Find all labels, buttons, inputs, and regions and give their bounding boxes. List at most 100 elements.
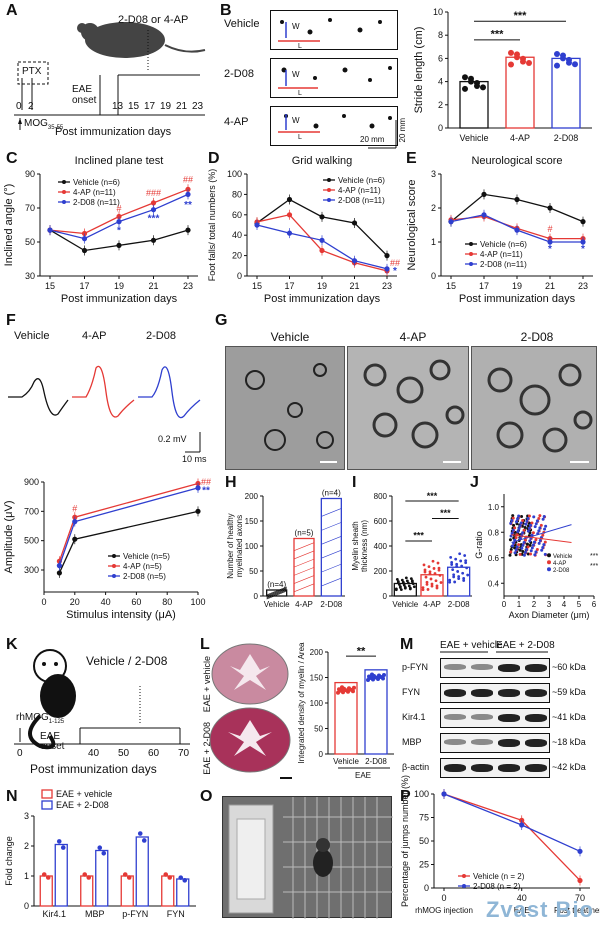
data-dot xyxy=(432,567,436,570)
eae-onset-label: EAE onset xyxy=(72,84,97,106)
scatter-point xyxy=(509,550,513,554)
panel-k: Vehicle / 2-D08 rhMOG1-125 EAE onset 0 4… xyxy=(0,636,200,786)
x-tick-label: 4-AP xyxy=(295,600,313,609)
legend-label: 2-D08 (n=11) xyxy=(73,198,120,207)
scatter-point xyxy=(513,551,517,555)
x-tick-label: 4-AP xyxy=(510,133,530,143)
data-dot xyxy=(427,565,431,569)
legend-label: 2-D08 (n = 2) xyxy=(473,882,521,891)
scatter-point xyxy=(541,533,545,537)
data-dot xyxy=(431,559,435,563)
data-dot xyxy=(337,687,341,692)
y-axis-label: Fold change xyxy=(4,836,14,886)
y-axis-label: Neurological score xyxy=(406,179,418,270)
bar xyxy=(39,875,53,907)
blot-strip xyxy=(440,658,550,678)
chart-title: Inclined plane test xyxy=(75,155,164,167)
m-group-vehicle: EAE + vehicle xyxy=(440,640,503,651)
blot-strip xyxy=(440,708,550,728)
data-dot xyxy=(167,875,173,880)
sig-marker: ## xyxy=(183,175,193,185)
scatter-point xyxy=(517,514,521,518)
bar xyxy=(176,878,190,907)
scatter-point xyxy=(521,543,525,547)
panel-i-chart: 0 200 400 600 800 Myelin sheath thickness (nm)… xyxy=(350,474,475,636)
x-tick-label: 0 xyxy=(41,597,46,607)
sig-marker: ### xyxy=(146,188,161,198)
legend-label: 4-AP (n=11) xyxy=(480,250,523,259)
data-dot xyxy=(461,571,465,575)
panel-letter-c: C xyxy=(6,150,18,167)
scatter-point xyxy=(517,543,521,547)
x-tick-label: 5 xyxy=(577,600,582,609)
gait-strip-vehicle xyxy=(270,10,398,50)
blot-kda: ~59 kDa xyxy=(552,687,586,697)
scatter-point xyxy=(538,514,542,518)
x-category-label: EAE xyxy=(514,906,530,915)
x-tick-label: 2-D08 xyxy=(448,600,470,609)
y-tick-label: 80 xyxy=(232,189,242,199)
panel-letter-j: J xyxy=(470,474,479,491)
scatter-point xyxy=(531,543,535,547)
gait-row-vehicle: Vehicle xyxy=(224,18,260,30)
scatter-point xyxy=(527,514,531,518)
em-label-4ap: 4-AP xyxy=(399,330,427,344)
x-tick-label: Kir4.1 xyxy=(42,909,66,919)
gait-row-4ap: 4-AP xyxy=(224,116,249,128)
legend-label: 2-D08 (n=5) xyxy=(123,572,166,581)
data-dot xyxy=(366,678,370,683)
y-tick-label: 1 xyxy=(24,871,29,881)
y-tick-label: 0 xyxy=(24,901,29,911)
data-dot xyxy=(462,579,466,582)
scatter-point xyxy=(535,547,539,551)
y-tick-label: 700 xyxy=(24,506,39,516)
x-tick-label: 15 xyxy=(45,281,55,291)
scatter-point xyxy=(526,516,530,520)
panel-letter-d: D xyxy=(208,150,220,167)
x-tick-label: 23 xyxy=(382,281,392,291)
data-dot xyxy=(424,575,428,579)
y-tick-label: 50 xyxy=(249,567,258,576)
x-tick-label: Vehicle xyxy=(264,600,290,609)
trace-label-4ap: 4-AP xyxy=(82,330,107,342)
x-tick-label: 15 xyxy=(446,281,456,291)
sig-marker: * xyxy=(548,244,552,255)
data-dot xyxy=(45,875,51,880)
y-tick-label: 100 xyxy=(414,789,429,799)
y-axis-label: Integrated density of myelin / Area xyxy=(297,642,306,764)
scatter-point xyxy=(538,526,542,530)
scatter-point xyxy=(531,531,535,535)
data-dot xyxy=(126,875,132,880)
panel-letter-n: N xyxy=(6,788,18,805)
panel-letter-g: G xyxy=(215,312,228,329)
scatter-point xyxy=(522,541,526,545)
x-tick-label: 4 xyxy=(562,600,567,609)
sig-marker: ** xyxy=(202,486,210,497)
blot-band xyxy=(471,739,493,745)
blot-row-label: β-actin xyxy=(402,762,430,772)
panel-p-chart: 0 25 50 75 100 0 40 70 Percentage of jumps numbe… xyxy=(400,775,600,927)
data-dot xyxy=(457,575,461,578)
x-tick-label: 2-D08 xyxy=(554,133,579,143)
scatter-point xyxy=(509,521,513,525)
x-tick-label: 15 xyxy=(252,281,262,291)
data-dot xyxy=(394,587,398,591)
data-dot xyxy=(430,582,434,586)
blot-kda: ~18 kDa xyxy=(552,737,586,747)
bar xyxy=(135,836,149,907)
k-eae-onset: EAE onset xyxy=(40,731,65,752)
legend-swatch xyxy=(41,800,53,810)
panel-letter-k: K xyxy=(6,636,18,653)
bar xyxy=(447,566,471,597)
scatter-point xyxy=(542,543,546,547)
y-tick-label: 3 xyxy=(431,169,436,179)
gait-row-2d08: 2-D08 xyxy=(224,68,254,80)
y-tick-label: 200 xyxy=(310,648,324,657)
data-dot xyxy=(141,838,147,843)
x-axis-label: Axon Diameter (μm) xyxy=(509,610,590,620)
data-dot xyxy=(426,588,430,591)
bar xyxy=(266,589,288,597)
data-dot xyxy=(428,570,432,574)
data-dot xyxy=(480,84,486,91)
sig-marker: * xyxy=(117,226,121,237)
